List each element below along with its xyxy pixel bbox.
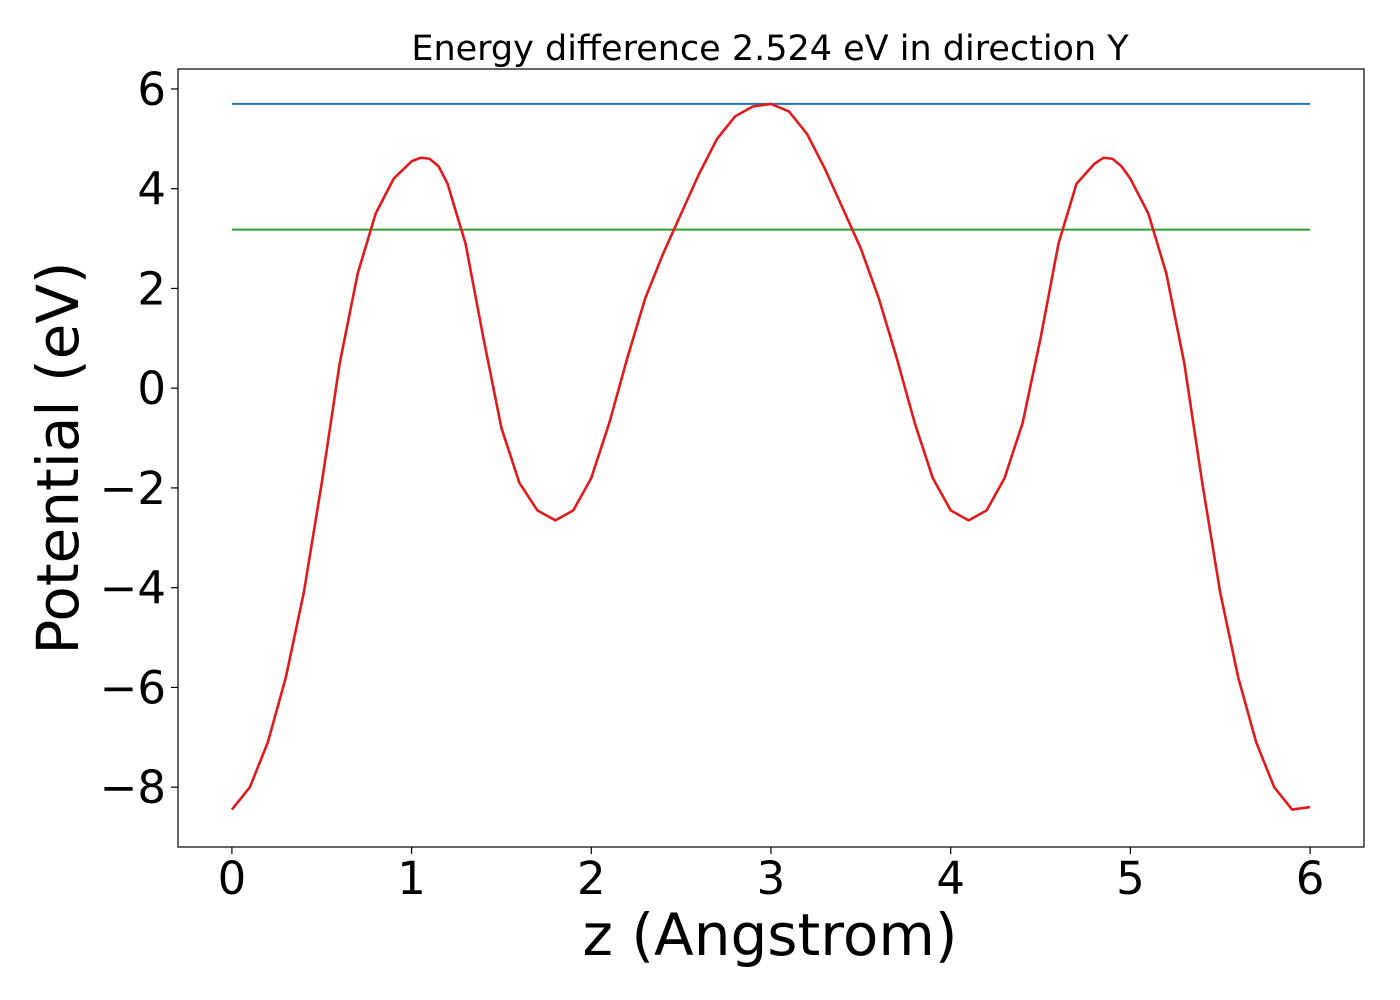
x-tick-label: 5 <box>1116 852 1145 905</box>
x-tick-label: 6 <box>1296 852 1325 905</box>
y-tick-label: 6 <box>137 63 166 116</box>
y-tick-label: −6 <box>100 661 166 714</box>
x-tick-label: 2 <box>577 852 606 905</box>
y-tick-label: −2 <box>100 462 166 515</box>
y-tick-label: 4 <box>137 163 166 216</box>
y-tick-label: −8 <box>100 761 166 814</box>
x-axis: 0 1 2 3 4 5 6 <box>218 847 1325 905</box>
plot-area-frame <box>177 68 1365 848</box>
x-tick-label: 1 <box>397 852 426 905</box>
y-tick-label: −4 <box>100 562 166 615</box>
x-tick-label: 3 <box>757 852 786 905</box>
y-axis: 6 4 2 0 −2 −4 −6 −8 <box>100 63 178 814</box>
y-tick-label: 0 <box>137 362 166 415</box>
y-axis-label: Potential (eV) <box>24 261 92 654</box>
series-line-2 <box>230 102 1311 811</box>
series-layer <box>230 102 1311 811</box>
chart-title: Energy difference 2.524 eV in direction … <box>411 29 1129 69</box>
x-tick-label: 0 <box>218 852 247 905</box>
y-tick-label: 2 <box>137 262 166 315</box>
x-axis-label: z (Angstrom) <box>583 901 958 969</box>
x-tick-label: 4 <box>936 852 965 905</box>
